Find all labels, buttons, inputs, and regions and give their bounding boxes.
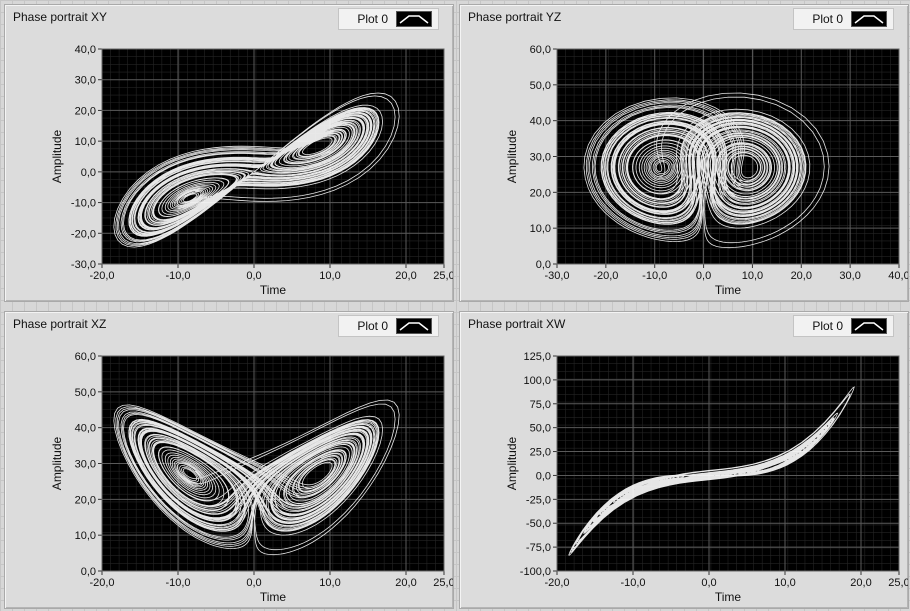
x-tick-label: -20,0: [544, 577, 569, 589]
x-tick-label: -10,0: [165, 270, 190, 282]
plot-legend[interactable]: Plot 0: [338, 8, 439, 30]
x-tick-label: 10,0: [319, 577, 340, 589]
graph-panel-xz: Phase portrait XZ Plot 0 -20,0 -10,0 0,0 10…: [4, 311, 454, 609]
plot-frame: [556, 48, 900, 265]
x-axis-label: Time: [715, 590, 742, 604]
chart-xz[interactable]: -20,0 -10,0 0,0 10,0 20,0 25,0 0,0 10,0 20,0 30,0…: [5, 312, 453, 608]
y-axis-label: Amplitude: [50, 437, 64, 491]
panel-title: Phase portrait YZ: [468, 10, 562, 24]
x-tick-label: 0,0: [246, 577, 261, 589]
x-tick-label: 0,0: [701, 577, 716, 589]
y-tick-label: 75,0: [530, 399, 551, 411]
y-axis-label: Amplitude: [505, 437, 519, 491]
y-tick-label: 50,0: [530, 423, 551, 435]
x-axis-label: Time: [260, 283, 287, 297]
y-tick-label: 50,0: [530, 80, 551, 92]
plot-frame: [101, 355, 445, 572]
y-tick-label: 0,0: [536, 259, 551, 271]
y-tick-label: 0,0: [536, 470, 551, 482]
chart-xy[interactable]: -20,0 -10,0 0,0 10,0 20,0 25,0-30,0-20,0-10,0…: [5, 5, 453, 301]
line-icon: [851, 11, 887, 27]
x-tick-label: -10,0: [642, 270, 667, 282]
y-tick-label: 10,0: [530, 223, 551, 235]
y-tick-label: -10,0: [71, 198, 96, 210]
x-tick-label: 0,0: [246, 270, 261, 282]
y-tick-label: 20,0: [530, 187, 551, 199]
chart-yz[interactable]: -30,0 -20,0 -10,0 0,0 10,0 20,0 30,0 40,0 0,0 10,…: [460, 5, 908, 301]
x-tick-label: 25,0: [433, 270, 453, 282]
x-tick-label: 25,0: [433, 577, 453, 589]
y-tick-label: -30,0: [71, 259, 96, 271]
plot-legend[interactable]: Plot 0: [338, 315, 439, 337]
x-tick-label: -30,0: [544, 270, 569, 282]
y-tick-label: 25,0: [530, 447, 551, 459]
plot-legend[interactable]: Plot 0: [793, 8, 894, 30]
graph-panel-xy: Phase portrait XY Plot 0 -20,0 -10,0 0,0 10…: [4, 4, 454, 302]
x-tick-label: -10,0: [165, 577, 190, 589]
x-tick-label: -20,0: [593, 270, 618, 282]
series-plot-0-line: [113, 92, 400, 248]
y-tick-label: 40,0: [75, 44, 96, 56]
series-plot-0-line: [113, 399, 400, 556]
panel-title: Phase portrait XW: [468, 317, 566, 331]
x-tick-label: 20,0: [850, 577, 871, 589]
x-axis-label: Time: [260, 590, 287, 604]
y-tick-label: 50,0: [75, 387, 96, 399]
y-tick-label: 20,0: [75, 494, 96, 506]
panel-title: Phase portrait XZ: [13, 317, 107, 331]
x-tick-label: 40,0: [888, 270, 908, 282]
y-tick-label: 10,0: [75, 530, 96, 542]
x-tick-label: 20,0: [395, 577, 416, 589]
y-tick-label: 60,0: [530, 44, 551, 56]
y-tick-label: 0,0: [81, 167, 96, 179]
x-tick-label: -20,0: [89, 577, 114, 589]
legend-label: Plot 0: [812, 12, 843, 26]
y-tick-label: -25,0: [526, 494, 551, 506]
y-tick-label: 30,0: [75, 459, 96, 471]
x-tick-label: 25,0: [888, 577, 908, 589]
x-tick-label: 20,0: [791, 270, 812, 282]
line-icon: [396, 11, 432, 27]
series-plot-0-line: [568, 386, 855, 556]
line-icon: [851, 318, 887, 334]
minor-grid: [557, 356, 899, 571]
y-axis-label: Amplitude: [505, 130, 519, 184]
x-tick-label: 10,0: [319, 270, 340, 282]
y-tick-label: -20,0: [71, 228, 96, 240]
plot-frame: [556, 355, 900, 572]
x-tick-label: 0,0: [696, 270, 711, 282]
y-tick-label: -50,0: [526, 518, 551, 530]
legend-label: Plot 0: [357, 12, 388, 26]
y-tick-label: 40,0: [530, 116, 551, 128]
legend-label: Plot 0: [357, 319, 388, 333]
legend-label: Plot 0: [812, 319, 843, 333]
y-tick-label: -100,0: [520, 566, 551, 578]
y-tick-label: 60,0: [75, 351, 96, 363]
y-tick-label: 125,0: [523, 351, 551, 363]
y-tick-label: 40,0: [75, 423, 96, 435]
y-axis-label: Amplitude: [50, 130, 64, 184]
plot-legend[interactable]: Plot 0: [793, 315, 894, 337]
panel-title: Phase portrait XY: [13, 10, 108, 24]
x-tick-label: 10,0: [742, 270, 763, 282]
y-tick-label: 100,0: [523, 375, 551, 387]
plot-frame: [101, 48, 445, 265]
x-tick-label: -10,0: [620, 577, 645, 589]
y-tick-label: 30,0: [75, 75, 96, 87]
chart-xw[interactable]: -20,0 -10,0 0,0 10,0 20,0 25,0 -100,0 -75,0 -50,…: [460, 312, 908, 608]
y-tick-label: -75,0: [526, 542, 551, 554]
graph-panel-yz: Phase portrait YZ Plot 0 -30,0 -20,0 -10,0…: [459, 4, 909, 302]
x-axis-label: Time: [715, 283, 742, 297]
x-tick-label: 10,0: [774, 577, 795, 589]
x-tick-label: 30,0: [839, 270, 860, 282]
y-tick-label: 0,0: [81, 566, 96, 578]
y-tick-label: 30,0: [530, 152, 551, 164]
y-tick-label: 20,0: [75, 105, 96, 117]
x-tick-label: -20,0: [89, 270, 114, 282]
graph-panel-xw: Phase portrait XW Plot 0 -20,0 -10,0 0,0 10…: [459, 311, 909, 609]
line-icon: [396, 318, 432, 334]
y-tick-label: 10,0: [75, 136, 96, 148]
series-plot-0-line: [583, 92, 830, 249]
x-tick-label: 20,0: [395, 270, 416, 282]
